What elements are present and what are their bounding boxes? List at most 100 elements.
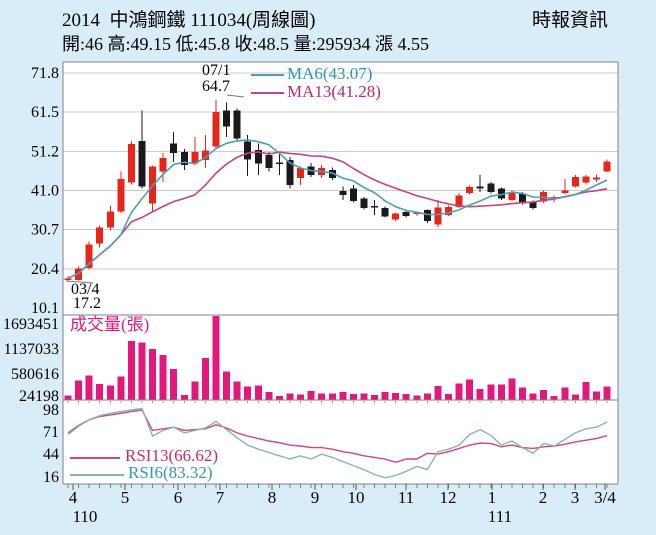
x-axis-month-label: 6 [174, 488, 183, 507]
volume-bar [201, 358, 209, 400]
candle-body-down [349, 188, 357, 201]
volume-bar [328, 393, 336, 400]
x-axis-month-label: 11 [398, 488, 414, 507]
candle-body-up [445, 207, 453, 216]
volume-bar [392, 392, 400, 400]
volume-bar [582, 382, 590, 400]
volume-bar [265, 391, 273, 400]
volume-bar [180, 395, 188, 400]
volume-y-axis-label: 1137033 [4, 341, 59, 358]
candle-body-down [180, 152, 188, 166]
candle-body-down [265, 154, 273, 169]
candle-body-up [85, 244, 93, 269]
volume-bar [550, 395, 558, 400]
volume-bar [286, 393, 294, 400]
candle-body-up [392, 213, 400, 220]
volume-bar [529, 393, 537, 400]
x-axis-month-label: 9 [311, 488, 320, 507]
candle-body-up [603, 161, 611, 172]
volume-bar [561, 387, 569, 400]
rsi6-legend-line [70, 474, 124, 476]
rsi13-legend-line [70, 457, 120, 459]
volume-bar [275, 395, 283, 400]
rsi-y-axis-label: 71 [43, 424, 59, 441]
candle-body-down [371, 205, 379, 208]
volume-bar [170, 369, 178, 400]
rsi-y-axis-label: 98 [43, 402, 59, 419]
rsi6-line [67, 407, 608, 479]
volume-bar [455, 383, 463, 400]
volume-bar [254, 385, 262, 400]
quote-line: 開:46 高:49.15 低:45.8 收:48.5 量:295934 漲 4.… [62, 34, 430, 54]
rsi6-legend-label: RSI6(83.32) [128, 463, 213, 482]
volume-bar [519, 387, 527, 400]
rsi-y-axis-label: 16 [43, 469, 59, 486]
ma6-legend-label: MA6(43.07) [287, 64, 373, 83]
volume-bar [191, 381, 199, 400]
volume-bar [307, 391, 315, 400]
candle-body-up [106, 211, 114, 228]
volume-bar [540, 390, 548, 400]
candle-body-down [487, 183, 495, 192]
volume-bar [571, 394, 579, 400]
x-axis-month-label: 2 [539, 488, 548, 507]
volume-bar [476, 388, 484, 400]
volume-bar [127, 341, 135, 400]
volume-bar [117, 376, 125, 400]
price-y-axis-label: 30.7 [31, 222, 59, 239]
candle-body-up [159, 157, 167, 172]
volume-bar [212, 316, 220, 400]
plot-background [63, 62, 618, 484]
volume-bar [603, 386, 611, 400]
candle-body-up [191, 152, 199, 164]
volume-bar [497, 384, 505, 400]
volume-bar [508, 378, 516, 400]
candle-body-down [233, 110, 241, 139]
candle-body-up [96, 227, 104, 244]
high-annotation-leader [226, 94, 245, 98]
x-axis-month-label: 4 [69, 488, 78, 507]
candle-body-up [297, 168, 305, 179]
volume-bar [487, 384, 495, 400]
volume-bar [106, 385, 114, 400]
price-y-axis-label: 41.0 [31, 182, 59, 199]
candle-body-up [550, 196, 558, 199]
candle-body-down [286, 160, 294, 185]
candle-body-down [360, 198, 368, 208]
candle-body-up [593, 177, 600, 180]
candle-body-up [201, 150, 209, 160]
x-axis-month-label: 7 [216, 488, 225, 507]
ma6-line [67, 139, 608, 280]
candle-body-up [455, 195, 463, 208]
rsi13-line [67, 409, 608, 464]
volume-bar [318, 393, 326, 400]
ma13-legend-label: MA13(41.28) [287, 82, 381, 101]
volume-bar [244, 386, 252, 400]
candle-body-down [529, 201, 537, 209]
high-annotation-date: 07/1 [202, 62, 231, 79]
volume-y-axis-label: 24198 [19, 388, 59, 405]
source-label: 時報資訊 [532, 10, 609, 31]
volume-bar [381, 391, 389, 400]
volume-bar [349, 394, 357, 400]
candle-body-up [212, 112, 220, 147]
candle-body-down [170, 143, 178, 153]
candle-body-up [413, 212, 421, 215]
high-annotation-price: 64.7 [202, 78, 230, 95]
candle-body-up [561, 190, 569, 193]
ma13-legend-line [251, 92, 284, 94]
candle-body-down [339, 191, 347, 195]
volume-bar [466, 379, 474, 400]
candle-body-down [381, 208, 389, 217]
volume-bar [423, 393, 431, 400]
price-y-axis-label: 10.1 [31, 300, 59, 317]
volume-bar [149, 348, 157, 400]
candle-body-down [138, 140, 146, 187]
volume-bar [413, 395, 421, 400]
volume-bar [445, 394, 453, 400]
price-y-axis-label: 61.5 [31, 104, 59, 121]
x-axis-month-label: 1 [488, 488, 497, 507]
x-axis-month-label: 3/4 [594, 488, 616, 507]
